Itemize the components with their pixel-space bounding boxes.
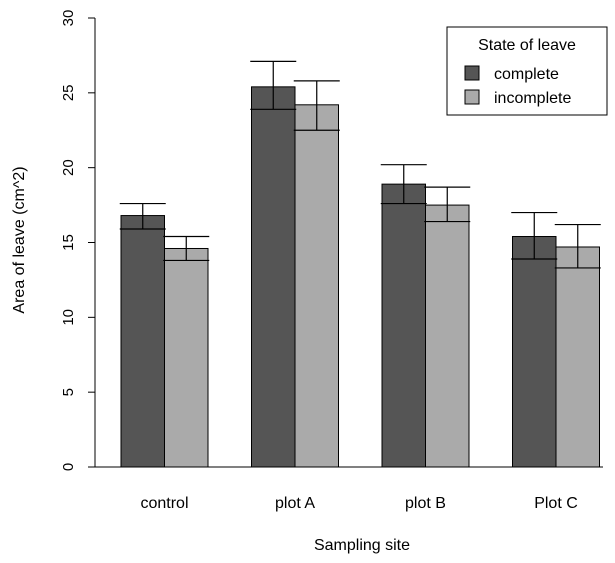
y-tick-label: 15 [60, 234, 77, 251]
bar-incomplete-plot-a [294, 104, 339, 468]
x-axis: control plot A plot B Plot C [95, 466, 603, 512]
y-tick-label: 20 [60, 159, 77, 176]
y-tick-label: 10 [60, 309, 77, 326]
legend: State of leave complete incomplete [446, 26, 608, 116]
x-tick-label: Plot C [534, 495, 578, 512]
y-tick-label: 25 [60, 84, 77, 101]
x-tick-label: plot A [275, 495, 315, 512]
x-tick-label: plot B [405, 495, 446, 512]
y-tick-label: 0 [60, 463, 77, 471]
y-tick-label: 30 [60, 10, 77, 27]
legend-label-incomplete: incomplete [494, 90, 571, 107]
x-tick-label: control [140, 495, 188, 512]
x-axis-label: Sampling site [314, 537, 410, 554]
y-tick-label: 5 [60, 388, 77, 396]
bar-complete-control [120, 215, 165, 468]
bars [120, 86, 600, 468]
bar-incomplete-plot-c [555, 246, 600, 468]
bar-complete-plot-b [381, 183, 426, 468]
legend-label-complete: complete [494, 66, 559, 83]
legend-swatch-complete [464, 65, 480, 81]
bar-incomplete-control [164, 247, 209, 468]
legend-swatch-incomplete [464, 89, 480, 105]
bar-complete-plot-c [512, 236, 557, 468]
y-axis-label: Area of leave (cm^2) [11, 166, 28, 313]
y-axis: 0 5 10 15 20 25 30 [60, 10, 96, 471]
error-bars [119, 60, 601, 269]
legend-title: State of leave [478, 37, 576, 54]
bar-complete-plot-a [251, 86, 296, 468]
bar-incomplete-plot-b [425, 204, 470, 468]
